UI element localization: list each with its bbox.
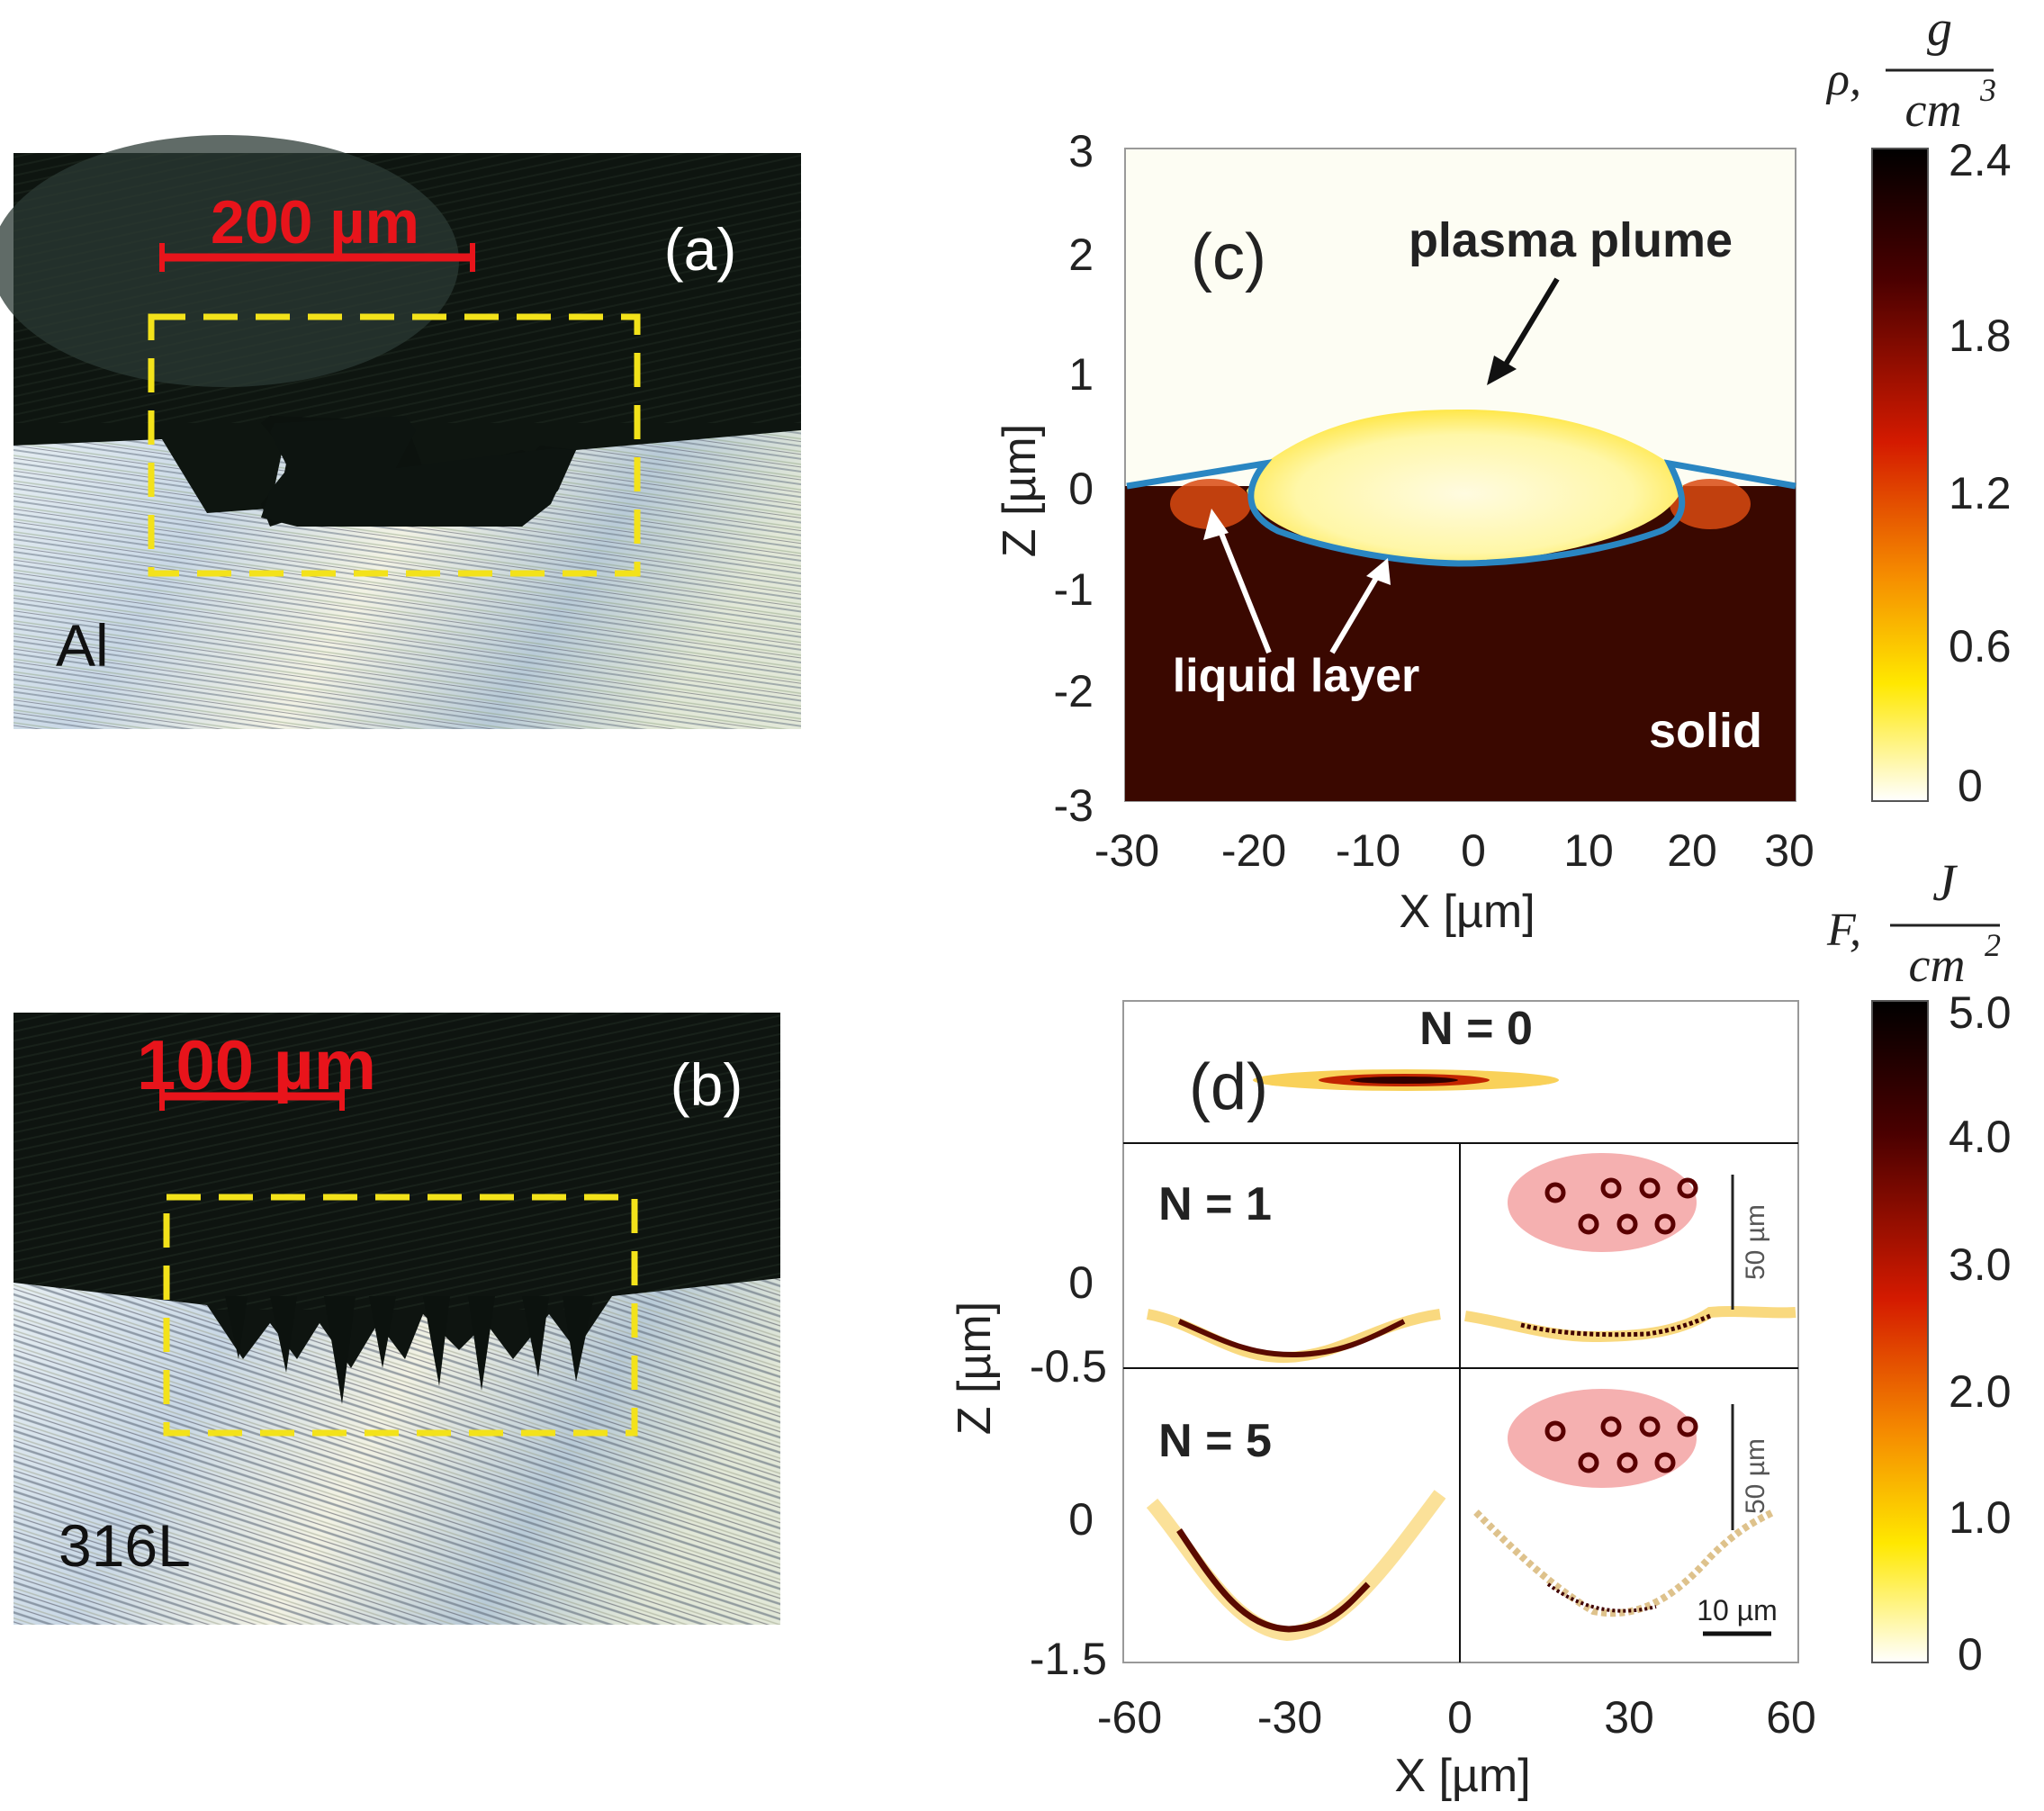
cbar-c-numerator: g — [1927, 1, 1952, 57]
material-a-label: Al — [56, 612, 109, 679]
c-ytick: 0 — [1068, 464, 1094, 514]
c-xtick: -30 — [1094, 825, 1159, 876]
cbar-c-tick: 0.6 — [1949, 621, 2012, 671]
c-ytick: -1 — [1054, 564, 1094, 615]
panel-c: (c) plasma plume liquid layer solid 3 2 … — [994, 1, 2012, 938]
crater-n5-left — [1146, 1490, 1446, 1642]
cbar-d-tick: 2.0 — [1949, 1366, 2012, 1417]
liquid-annotation: liquid layer — [1173, 650, 1420, 702]
inset-dots-n1 — [1544, 1177, 1698, 1235]
inset-scale-n5: 50 µm — [1741, 1438, 1770, 1514]
inset-scale-n1: 50 µm — [1741, 1204, 1770, 1280]
panel-b: 100 µm (b) 316L — [14, 1013, 780, 1625]
cbar-c-tick: 0 — [1958, 761, 1983, 811]
colorbar-d — [1871, 1000, 1929, 1663]
panel-a: 200 µm (a) Al — [0, 135, 801, 729]
c-ytick: 1 — [1068, 349, 1094, 400]
cbar-d-tick: 3.0 — [1949, 1239, 2012, 1290]
cbar-d-tick: 1.0 — [1949, 1492, 2012, 1543]
c-ytick: 2 — [1068, 230, 1094, 280]
cbar-c-symbol: ρ, — [1825, 54, 1861, 105]
panel-a-label: (a) — [664, 216, 737, 283]
cbar-d-numerator: J — [1932, 853, 1958, 912]
c-xtick: -20 — [1221, 825, 1286, 876]
colorbar-c — [1871, 148, 1929, 802]
c-ytick: 3 — [1068, 126, 1094, 176]
inset-dots-n5 — [1544, 1416, 1698, 1473]
inset-pattern-n1 — [1508, 1153, 1697, 1252]
d-ylabel: Z [µm] — [949, 1302, 1001, 1435]
interface-line — [1126, 459, 1796, 567]
c-xtick: -10 — [1336, 825, 1400, 876]
c-ytick: -3 — [1054, 780, 1094, 831]
scale-bar-a-label: 200 µm — [211, 188, 419, 257]
c-xlabel: X [µm] — [1399, 886, 1535, 938]
cbar-d-exponent: 2 — [1985, 927, 2001, 963]
d-ytick: -1.5 — [1030, 1634, 1107, 1684]
d-xtick: 30 — [1604, 1692, 1654, 1743]
c-xtick: 0 — [1461, 825, 1486, 876]
row-label-n1: N = 1 — [1158, 1178, 1272, 1230]
d-ytick: 0 — [1068, 1257, 1094, 1308]
d-ytick: 0 — [1068, 1494, 1094, 1545]
material-b-label: 316L — [59, 1512, 191, 1579]
cbar-c-exponent: 3 — [1979, 72, 1996, 108]
roi-box-b — [163, 1194, 638, 1437]
d-xtick: -60 — [1097, 1692, 1162, 1743]
cbar-d-tick: 5.0 — [1949, 987, 2012, 1038]
panel-c-label: (c) — [1191, 221, 1266, 293]
plume-annotation: plasma plume — [1409, 213, 1733, 267]
c-ytick: -2 — [1054, 666, 1094, 716]
cbar-d-symbol: F, — [1826, 905, 1861, 956]
cbar-c-denominator: cm — [1905, 83, 1962, 137]
cbar-c-tick: 1.8 — [1949, 311, 2012, 361]
scale-bar-b-label: 100 µm — [137, 1025, 376, 1104]
row-label-n0: N = 0 — [1419, 1003, 1533, 1055]
c-xtick: 10 — [1563, 825, 1614, 876]
solid-annotation: solid — [1649, 704, 1762, 758]
inset-pattern-n5 — [1508, 1389, 1697, 1488]
d-xtick: -30 — [1257, 1692, 1322, 1743]
crater-n5-right — [1473, 1509, 1775, 1617]
cbar-d-denominator: cm — [1909, 938, 1966, 992]
plasma-plume — [1247, 410, 1683, 563]
c-xtick: 20 — [1667, 825, 1717, 876]
panel-d: N = 0 (d) N = 1 50 µm N = 5 50 µm 10 µm — [949, 853, 2012, 1802]
cbar-d-tick: 4.0 — [1949, 1112, 2012, 1162]
c-xtick: 30 — [1764, 825, 1814, 876]
cbar-d-tick: 0 — [1958, 1629, 1983, 1680]
roi-box-a — [148, 313, 641, 577]
cbar-c-tick: 1.2 — [1949, 468, 2012, 518]
c-ylabel: Z [µm] — [994, 424, 1046, 557]
d-xlabel: X [µm] — [1394, 1750, 1530, 1802]
d-ytick: -0.5 — [1030, 1341, 1107, 1392]
d-xtick: 0 — [1447, 1692, 1472, 1743]
panel-b-label: (b) — [671, 1051, 743, 1118]
micrograph-b-pits — [225, 1296, 594, 1404]
d-xtick: 60 — [1766, 1692, 1816, 1743]
panel-d-label: (d) — [1189, 1051, 1268, 1123]
cbar-c-tick: 2.4 — [1949, 135, 2012, 185]
scale-bar-d-label: 10 µm — [1697, 1594, 1778, 1626]
row-label-n5: N = 5 — [1158, 1415, 1272, 1467]
